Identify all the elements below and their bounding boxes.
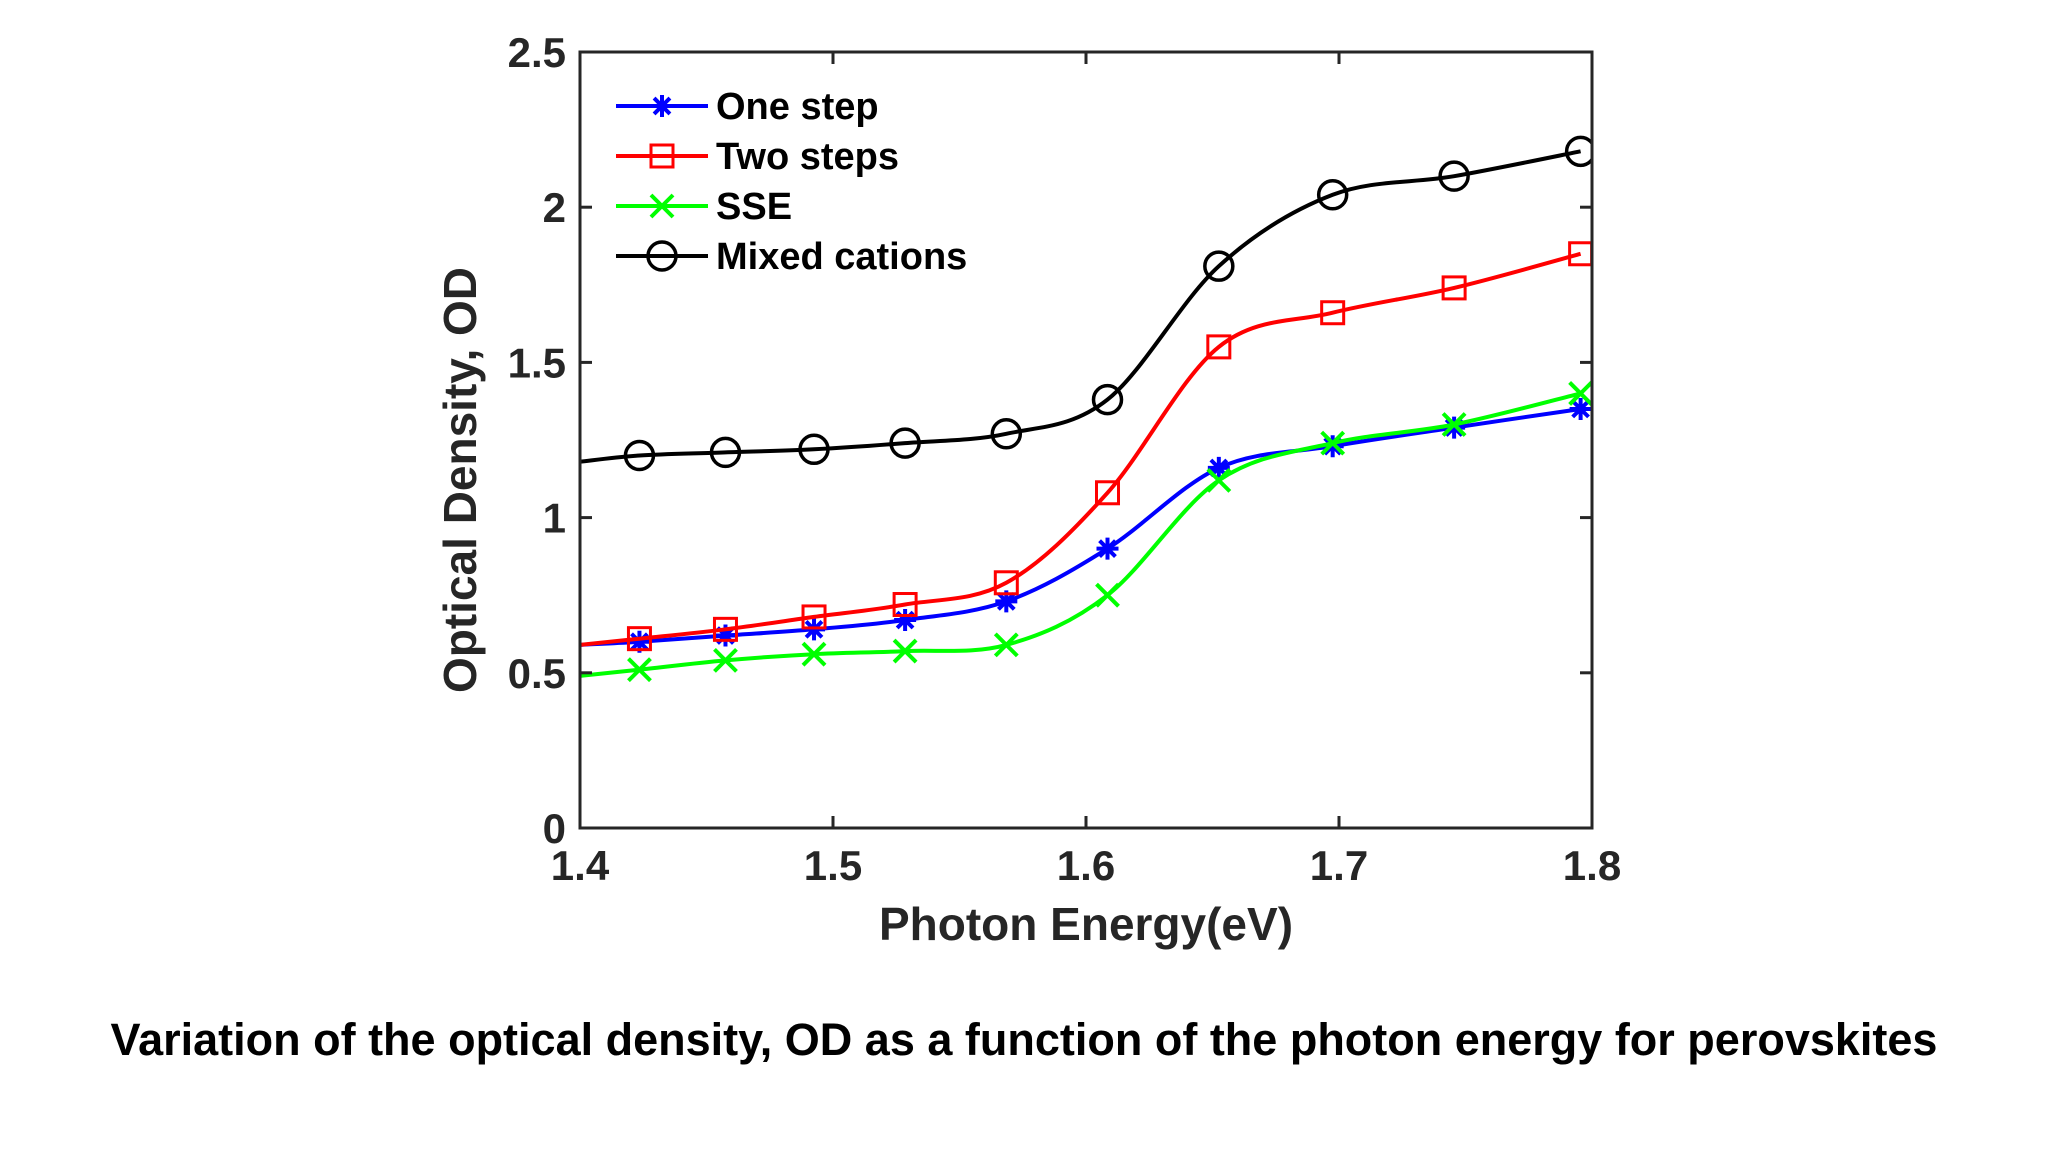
data-point — [798, 433, 830, 466]
data-point — [1441, 412, 1467, 437]
legend-entry: One step — [616, 86, 879, 128]
x-axis-title: Photon Energy(eV) — [879, 898, 1293, 950]
data-point — [993, 570, 1019, 596]
data-point — [1095, 480, 1121, 506]
data-point — [626, 626, 652, 652]
data-point — [1568, 241, 1592, 267]
legend: One step Two steps SSE Mixed cations — [616, 86, 967, 278]
data-point — [714, 624, 737, 647]
data-point — [1096, 537, 1119, 560]
legend-entry: SSE — [616, 186, 792, 228]
data-point — [1207, 456, 1230, 479]
data-point — [892, 638, 918, 664]
legend-entry: Two steps — [616, 136, 899, 178]
data-point — [995, 590, 1018, 613]
legend-label: Mixed cations — [716, 236, 967, 278]
data-point — [894, 609, 917, 632]
data-point — [892, 592, 918, 618]
data-point — [993, 632, 1019, 658]
y-tick-label: 1 — [543, 495, 566, 542]
figure-caption: Variation of the optical density, OD as … — [110, 1014, 1938, 1065]
data-point — [1203, 250, 1235, 282]
series-line — [580, 407, 1581, 647]
legend-entry: Mixed cations — [616, 236, 967, 278]
y-axis-title: Optical Density, OD — [434, 267, 486, 693]
axes: 1.4 1.5 1.6 1.7 1.8 0 0.5 1 1.5 2 2.5 Photon Energy… — [434, 29, 1621, 950]
data-point — [990, 418, 1023, 450]
series-two-steps — [580, 241, 1592, 652]
plot-area — [580, 135, 1592, 683]
series-line — [580, 149, 1581, 464]
data-point — [627, 657, 652, 683]
data-point — [628, 630, 651, 653]
x-tick-label: 1.6 — [1057, 842, 1115, 889]
data-point — [623, 439, 656, 472]
optical-density-chart: 1.4 1.5 1.6 1.7 1.8 0 0.5 1 1.5 2 2.5 Photon Energy… — [434, 29, 1621, 950]
data-point — [1316, 179, 1349, 211]
series-mixed-cations — [580, 135, 1592, 472]
data-point — [713, 647, 738, 673]
data-point — [1321, 435, 1344, 458]
data-point — [1091, 383, 1124, 416]
legend-marker — [649, 193, 675, 219]
legend-label: One step — [716, 86, 879, 128]
data-point — [1564, 135, 1592, 168]
legend-marker — [651, 95, 673, 117]
data-point — [801, 641, 827, 667]
data-point — [1443, 416, 1466, 439]
legend-label: Two steps — [716, 136, 899, 178]
data-point — [1206, 334, 1232, 360]
data-point — [712, 616, 738, 642]
data-point — [889, 427, 921, 459]
y-tick-label: 0 — [543, 805, 566, 852]
series-line — [580, 251, 1582, 647]
data-point — [1441, 275, 1467, 301]
x-tick-label: 1.4 — [551, 842, 610, 889]
series-one-step — [580, 397, 1592, 653]
legend-label: SSE — [716, 186, 792, 228]
x-tick-label: 1.5 — [804, 842, 862, 889]
x-tick-label: 1.7 — [1310, 842, 1368, 889]
data-point — [801, 604, 827, 630]
data-point — [1095, 582, 1120, 608]
y-tick-label: 1.5 — [508, 339, 566, 386]
series-sse — [580, 381, 1592, 683]
legend-marker — [646, 240, 678, 272]
y-tick-label: 2 — [543, 184, 566, 231]
data-point — [1320, 430, 1346, 456]
data-point — [1438, 160, 1470, 192]
data-point — [709, 436, 742, 469]
data-point — [1568, 381, 1592, 406]
data-point — [1320, 300, 1346, 326]
y-tick-label: 0.5 — [508, 650, 566, 697]
x-tick-label: 1.8 — [1563, 842, 1621, 889]
data-point — [1569, 397, 1592, 420]
data-point — [1206, 467, 1232, 493]
legend-marker — [649, 143, 675, 169]
y-tick-label: 2.5 — [508, 29, 566, 76]
